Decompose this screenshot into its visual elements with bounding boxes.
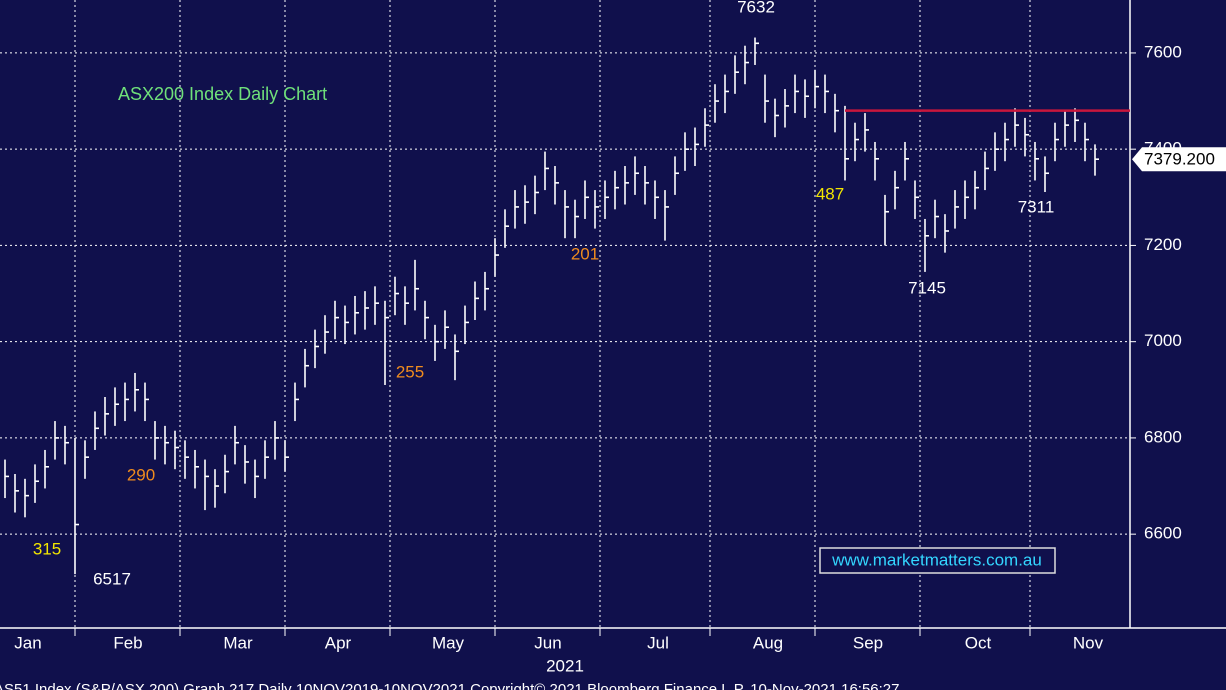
annotation: 6517 [93, 569, 131, 588]
x-tick-label: Feb [113, 633, 142, 652]
y-tick-label: 6600 [1144, 524, 1182, 543]
annotation: 487 [816, 184, 844, 203]
annotation: 7632 [737, 0, 775, 16]
x-tick-label: Nov [1073, 633, 1104, 652]
grid [0, 0, 1130, 628]
last-price-box [1132, 147, 1226, 172]
last-price-label: 7379.200 [1144, 150, 1215, 169]
x-tick-label: Oct [965, 633, 992, 652]
bars [4, 37, 1099, 575]
annotation: 7311 [1018, 197, 1055, 216]
annotation: 7145 [908, 278, 946, 297]
x-axis-label: 2021 [546, 656, 584, 675]
y-tick-label: 7600 [1144, 42, 1182, 61]
annotation: 290 [127, 465, 155, 484]
x-tick-label: Jul [647, 633, 669, 652]
x-tick-label: Apr [325, 633, 352, 652]
watermark: www.marketmatters.com.au [831, 550, 1042, 569]
annotation: 201 [571, 244, 599, 263]
x-tick-label: Aug [753, 633, 783, 652]
x-tick-label: Jan [14, 633, 41, 652]
x-tick-label: Sep [853, 633, 883, 652]
y-tick-label: 7000 [1144, 331, 1182, 350]
annotation: 315 [33, 539, 61, 558]
watermark-box [819, 547, 1056, 574]
x-tick-label: May [432, 633, 465, 652]
chart-title: ASX200 Index Daily Chart [118, 84, 327, 104]
footer: AS51 Index (S&P/ASX 200) Graph 217 Daily… [0, 681, 900, 690]
annotation: 255 [396, 362, 424, 381]
y-tick-label: 6800 [1144, 427, 1182, 446]
x-tick-label: Jun [534, 633, 561, 652]
y-tick-label: 7200 [1144, 235, 1182, 254]
x-tick-label: Mar [223, 633, 253, 652]
